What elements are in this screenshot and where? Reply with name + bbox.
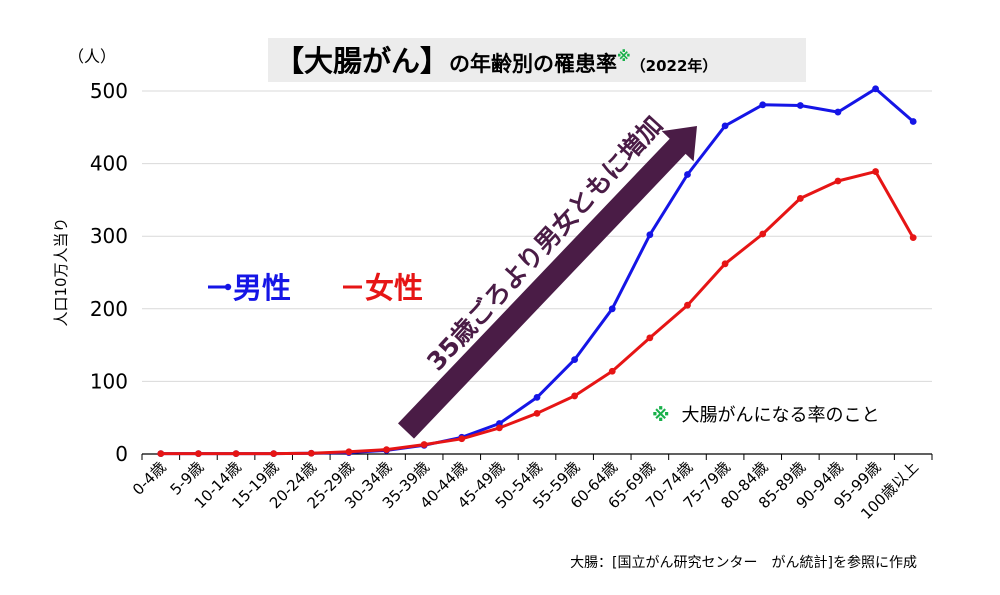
title-mark: ※ bbox=[617, 49, 631, 65]
data-point-male bbox=[608, 305, 616, 313]
y-tick-label: 0 bbox=[115, 442, 128, 466]
note-text: 大腸がんになる率のこと bbox=[682, 405, 880, 426]
data-point-female bbox=[383, 446, 390, 454]
data-point-female bbox=[872, 168, 879, 175]
data-point-male bbox=[646, 231, 654, 239]
x-tick-label: 0-4歳 bbox=[129, 458, 170, 499]
data-point-male bbox=[759, 101, 767, 109]
y-tick-label: 500 bbox=[90, 79, 128, 103]
title-middle: の年齢別の罹患率 bbox=[449, 52, 617, 76]
data-point-female bbox=[533, 409, 541, 417]
data-point-female bbox=[458, 435, 466, 443]
data-point-female bbox=[721, 260, 729, 268]
data-point-male bbox=[796, 102, 804, 109]
data-point-female bbox=[232, 450, 240, 458]
data-point-female bbox=[571, 392, 579, 400]
data-point-female bbox=[157, 450, 165, 458]
legend-male: 男性 bbox=[233, 271, 291, 305]
y-tick-label: 200 bbox=[90, 297, 128, 321]
y-tick-label: 100 bbox=[90, 369, 128, 393]
data-point-female bbox=[796, 195, 804, 202]
y-tick-label: 300 bbox=[90, 224, 128, 248]
y-axis-label: 人口10万人当り bbox=[52, 217, 70, 326]
arrow-label: 35歳ごろより男女ともに増加 bbox=[421, 110, 668, 376]
data-point-female bbox=[420, 441, 428, 448]
data-point-female bbox=[909, 234, 917, 242]
y-unit: （人） bbox=[68, 47, 116, 66]
legend-female: 女性 bbox=[365, 271, 423, 305]
data-point-male bbox=[684, 171, 691, 178]
source-note: 大腸：[国立がん研究センター がん統計]を参照に作成 bbox=[570, 554, 917, 571]
data-point-male bbox=[571, 356, 579, 364]
increase-arrow: 35歳ごろより男女ともに増加 bbox=[398, 110, 697, 439]
y-tick-label: 400 bbox=[90, 152, 128, 176]
chart-title: 【大腸がん】の年齢別の罹患率※（2022年） bbox=[275, 44, 717, 78]
title-background bbox=[268, 38, 806, 82]
data-point-female bbox=[195, 450, 202, 458]
data-point-female bbox=[646, 334, 654, 342]
data-point-female bbox=[608, 367, 616, 375]
data-point-female bbox=[834, 177, 842, 185]
note-mark: ※ bbox=[652, 405, 670, 426]
title-prefix: 【大腸がん】 bbox=[275, 44, 449, 78]
data-point-female bbox=[270, 450, 278, 458]
data-point-male bbox=[872, 85, 879, 93]
data-point-female bbox=[495, 424, 503, 432]
data-point-female bbox=[684, 301, 691, 309]
data-point-female bbox=[307, 449, 315, 457]
note: ※ 大腸がんになる率のこと bbox=[652, 405, 880, 426]
data-point-male bbox=[909, 118, 917, 125]
data-point-female bbox=[759, 230, 767, 238]
title-year: （2022年） bbox=[631, 57, 718, 75]
legend: 男性 女性 bbox=[208, 271, 423, 305]
data-point-male bbox=[533, 393, 541, 401]
data-point-female bbox=[345, 448, 353, 456]
data-point-male bbox=[721, 122, 729, 130]
data-point-male bbox=[834, 108, 842, 116]
